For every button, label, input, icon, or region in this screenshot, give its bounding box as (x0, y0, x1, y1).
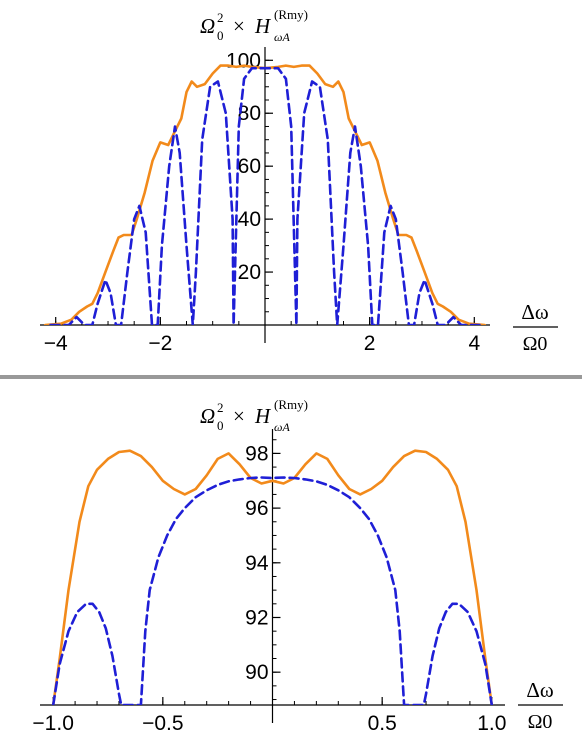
top-ylabel-h-sub: ωA (274, 30, 290, 44)
top-x-tick-label: 2 (364, 332, 376, 355)
bottom-x-tick-label: 1.0 (477, 712, 506, 735)
top-x-tick-label: 4 (468, 332, 480, 355)
top-y-axis-title: Ω 2 0 × H (Rmy) ωA (200, 7, 308, 44)
top-x-tick-label: −2 (148, 332, 172, 355)
bottom-x-tick-label: 0.5 (368, 712, 397, 735)
bottom-x-tick-label: −0.5 (142, 712, 183, 735)
top-ylabel-omega: Ω (200, 14, 215, 38)
top-ylabel-h: H (254, 14, 272, 38)
bottom-series-solid-line (51, 449, 494, 705)
top-series-group (43, 64, 487, 325)
top-xlabel-numerator: Δω (521, 300, 548, 324)
bottom-series-dashed-line (51, 476, 494, 705)
bottom-ylabel-h-sub: ωA (274, 420, 290, 434)
top-x-axis-title: Δω Ω0 (513, 300, 558, 355)
bottom-y-axis-title: Ω 2 0 × H (Rmy) ωA (200, 397, 308, 434)
top-y-tick-label: 60 (238, 155, 261, 178)
bottom-ylabel-h-sup: (Rmy) (274, 397, 308, 412)
bottom-y-tick-label: 92 (245, 606, 268, 629)
bottom-y-tick-label: 94 (245, 552, 269, 575)
bottom-axes: −1.0 −0.5 0.5 1.0 90 92 94 96 98 (32, 429, 506, 735)
bottom-xlabel-denominator: Ω0 (528, 711, 553, 733)
top-ylabel-h-sup: (Rmy) (274, 7, 308, 22)
top-y-tick-label: 20 (238, 261, 261, 284)
top-ylabel-omega-sup: 2 (217, 10, 224, 25)
top-xlabel-denominator: Ω0 (523, 333, 548, 355)
top-ylabel-times: × (233, 14, 245, 38)
bottom-y-tick-label: 90 (245, 661, 268, 684)
top-series-dashed-line (49, 66, 481, 325)
bottom-series-group (51, 449, 494, 705)
bottom-ylabel-h: H (254, 404, 272, 428)
bottom-ylabel-times: × (233, 404, 245, 428)
bottom-y-tick-label: 96 (245, 497, 268, 520)
bottom-plot: Ω 2 0 × H (Rmy) ωA −1.0 −0.5 0.5 1.0 90 92 94 9… (32, 397, 563, 735)
top-x-tick-label: −4 (44, 332, 68, 355)
bottom-ylabel-omega-sup: 2 (217, 400, 224, 415)
bottom-y-tick-label: 98 (245, 442, 268, 465)
bottom-ylabel-omega-sub: 0 (217, 418, 224, 433)
bottom-x-tick-label: −1.0 (32, 712, 73, 735)
top-y-tick-label: 40 (238, 208, 261, 231)
top-ylabel-omega-sub: 0 (217, 28, 224, 43)
bottom-ylabel-omega: Ω (200, 404, 215, 428)
bottom-xlabel-numerator: Δω (526, 678, 553, 702)
bottom-x-axis-title: Δω Ω0 (518, 678, 563, 733)
top-y-tick-label: 80 (238, 102, 261, 125)
